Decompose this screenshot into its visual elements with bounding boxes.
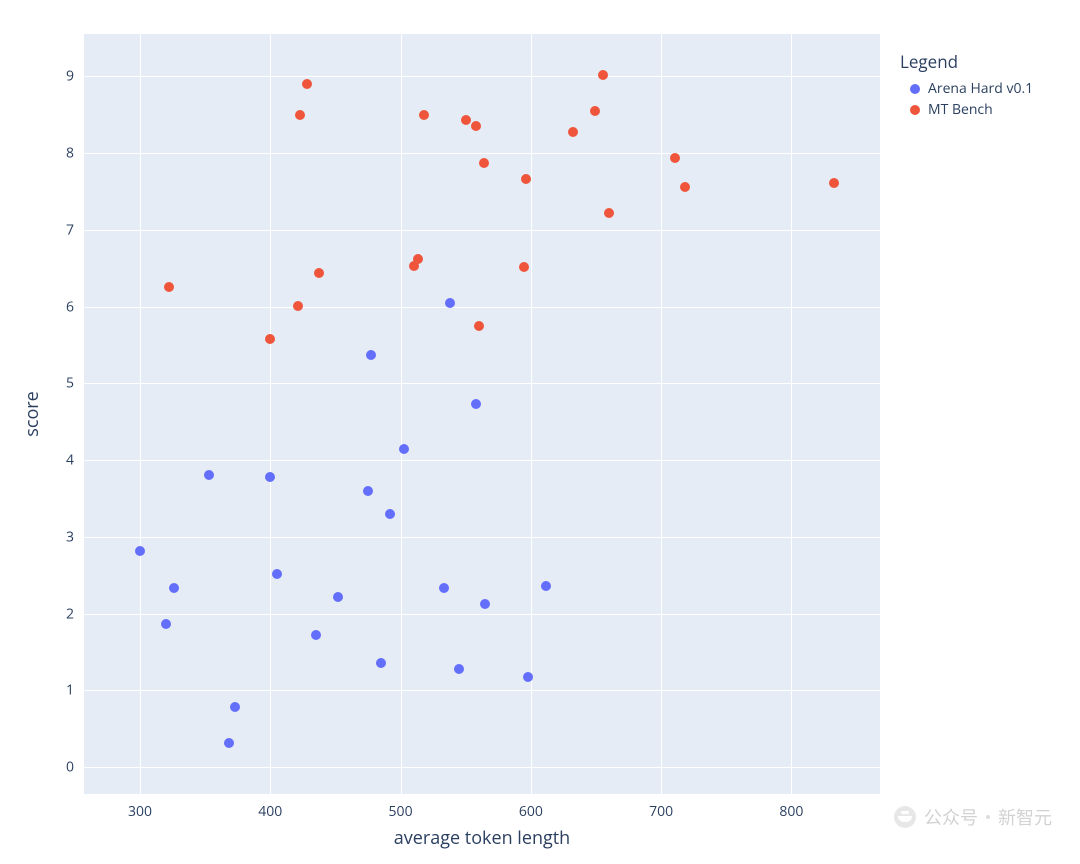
y-gridline bbox=[84, 614, 880, 615]
data-point[interactable] bbox=[376, 658, 386, 668]
data-point[interactable] bbox=[272, 569, 282, 579]
x-gridline bbox=[661, 34, 662, 794]
legend-item[interactable]: MT Bench bbox=[910, 100, 1033, 119]
wechat-icon bbox=[894, 806, 916, 828]
data-point[interactable] bbox=[363, 486, 373, 496]
data-point[interactable] bbox=[480, 599, 490, 609]
data-point[interactable] bbox=[135, 546, 145, 556]
watermark-name: 新智元 bbox=[998, 804, 1052, 830]
y-axis-title: score bbox=[20, 391, 44, 437]
y-gridline bbox=[84, 307, 880, 308]
y-tick-label: 6 bbox=[66, 297, 74, 316]
data-point[interactable] bbox=[521, 174, 531, 184]
data-point[interactable] bbox=[419, 110, 429, 120]
legend-swatch bbox=[910, 105, 920, 115]
y-tick-label: 1 bbox=[66, 681, 74, 700]
data-point[interactable] bbox=[829, 178, 839, 188]
data-point[interactable] bbox=[314, 268, 324, 278]
x-gridline bbox=[401, 34, 402, 794]
x-tick-label: 800 bbox=[779, 802, 803, 821]
data-point[interactable] bbox=[471, 121, 481, 131]
data-point[interactable] bbox=[461, 115, 471, 125]
legend-label: Arena Hard v0.1 bbox=[928, 79, 1033, 98]
data-point[interactable] bbox=[204, 470, 214, 480]
y-tick-label: 7 bbox=[66, 220, 74, 239]
data-point[interactable] bbox=[265, 472, 275, 482]
x-tick-label: 500 bbox=[389, 802, 413, 821]
data-point[interactable] bbox=[293, 301, 303, 311]
data-point[interactable] bbox=[541, 581, 551, 591]
x-axis-title: average token length bbox=[394, 826, 570, 850]
data-point[interactable] bbox=[568, 127, 578, 137]
y-tick-label: 3 bbox=[66, 527, 74, 546]
data-point[interactable] bbox=[295, 110, 305, 120]
data-point[interactable] bbox=[413, 254, 423, 264]
x-gridline bbox=[270, 34, 271, 794]
data-point[interactable] bbox=[164, 282, 174, 292]
data-point[interactable] bbox=[399, 444, 409, 454]
data-point[interactable] bbox=[471, 399, 481, 409]
data-point[interactable] bbox=[479, 158, 489, 168]
y-tick-label: 9 bbox=[66, 67, 74, 86]
data-point[interactable] bbox=[439, 583, 449, 593]
data-point[interactable] bbox=[454, 664, 464, 674]
y-tick-label: 5 bbox=[66, 374, 74, 393]
x-tick-label: 700 bbox=[649, 802, 673, 821]
data-point[interactable] bbox=[598, 70, 608, 80]
data-point[interactable] bbox=[230, 702, 240, 712]
legend-item[interactable]: Arena Hard v0.1 bbox=[910, 79, 1033, 98]
data-point[interactable] bbox=[680, 182, 690, 192]
x-gridline bbox=[140, 34, 141, 794]
y-gridline bbox=[84, 767, 880, 768]
x-tick-label: 600 bbox=[519, 802, 543, 821]
legend-swatch bbox=[910, 84, 920, 94]
y-tick-label: 0 bbox=[66, 758, 74, 777]
data-point[interactable] bbox=[366, 350, 376, 360]
y-gridline bbox=[84, 76, 880, 77]
legend-title: Legend bbox=[900, 50, 1033, 73]
legend-label: MT Bench bbox=[928, 100, 993, 119]
dot-icon bbox=[986, 815, 990, 819]
x-tick-label: 300 bbox=[128, 802, 152, 821]
data-point[interactable] bbox=[523, 672, 533, 682]
data-point[interactable] bbox=[224, 738, 234, 748]
y-tick-label: 4 bbox=[66, 451, 74, 470]
data-point[interactable] bbox=[590, 106, 600, 116]
y-tick-label: 8 bbox=[66, 143, 74, 162]
y-gridline bbox=[84, 230, 880, 231]
y-gridline bbox=[84, 153, 880, 154]
data-point[interactable] bbox=[670, 153, 680, 163]
y-gridline bbox=[84, 537, 880, 538]
data-point[interactable] bbox=[333, 592, 343, 602]
y-tick-label: 2 bbox=[66, 604, 74, 623]
legend: Legend Arena Hard v0.1 MT Bench bbox=[900, 50, 1033, 121]
data-point[interactable] bbox=[265, 334, 275, 344]
data-point[interactable] bbox=[311, 630, 321, 640]
data-point[interactable] bbox=[169, 583, 179, 593]
watermark-prefix: 公众号 bbox=[924, 804, 978, 830]
data-point[interactable] bbox=[604, 208, 614, 218]
y-gridline bbox=[84, 690, 880, 691]
x-tick-label: 400 bbox=[258, 802, 282, 821]
y-gridline bbox=[84, 383, 880, 384]
watermark: 公众号 新智元 bbox=[894, 804, 1052, 830]
data-point[interactable] bbox=[161, 619, 171, 629]
plot-area[interactable] bbox=[84, 34, 880, 794]
data-point[interactable] bbox=[385, 509, 395, 519]
data-point[interactable] bbox=[445, 298, 455, 308]
x-gridline bbox=[791, 34, 792, 794]
data-point[interactable] bbox=[474, 321, 484, 331]
data-point[interactable] bbox=[519, 262, 529, 272]
y-gridline bbox=[84, 460, 880, 461]
data-point[interactable] bbox=[302, 79, 312, 89]
